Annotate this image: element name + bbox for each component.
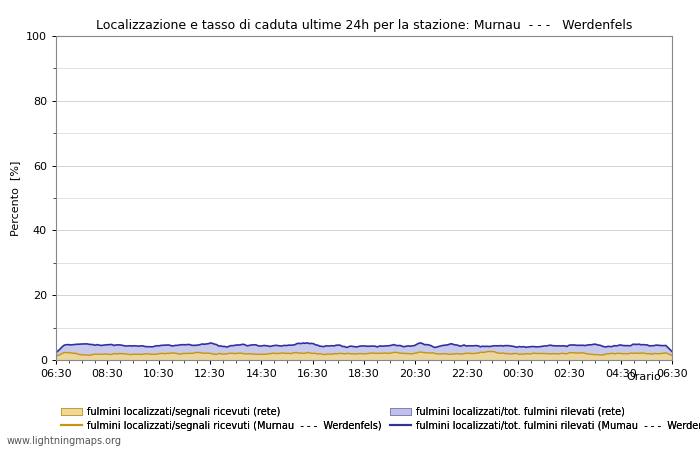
Text: www.lightningmaps.org: www.lightningmaps.org (7, 436, 122, 446)
Legend: fulmini localizzati/segnali ricevuti (rete), fulmini localizzati/segnali ricevut: fulmini localizzati/segnali ricevuti (re… (61, 407, 700, 431)
Y-axis label: Percento  [%]: Percento [%] (10, 160, 20, 236)
Text: Orario: Orario (626, 372, 662, 382)
Title: Localizzazione e tasso di caduta ultime 24h per la stazione: Murnau  - - -   Wer: Localizzazione e tasso di caduta ultime … (96, 19, 632, 32)
